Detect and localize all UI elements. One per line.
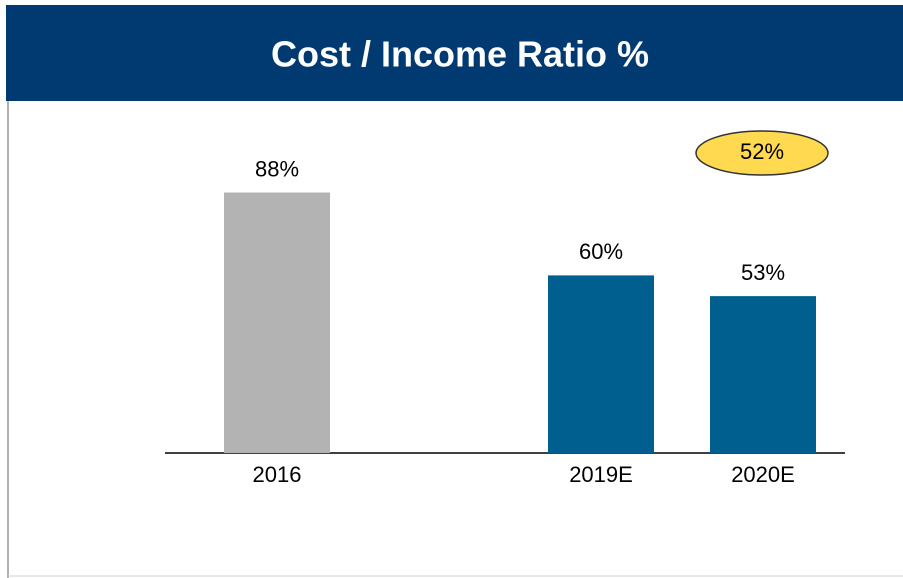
chart-title: Cost / Income Ratio %	[271, 34, 649, 75]
value-label: 88%	[255, 156, 299, 181]
annotation: 52%	[740, 139, 784, 164]
x-tick-label: 2019E	[569, 462, 633, 487]
value-label: 60%	[579, 239, 623, 264]
bar	[710, 296, 816, 453]
annotation-bubble	[695, 130, 829, 176]
bar	[224, 192, 330, 453]
header-band	[6, 5, 903, 101]
x-tick-label: 2016	[253, 462, 302, 487]
bar	[548, 275, 654, 453]
x-tick-label: 2020E	[731, 462, 795, 487]
value-label: 53%	[741, 260, 785, 285]
